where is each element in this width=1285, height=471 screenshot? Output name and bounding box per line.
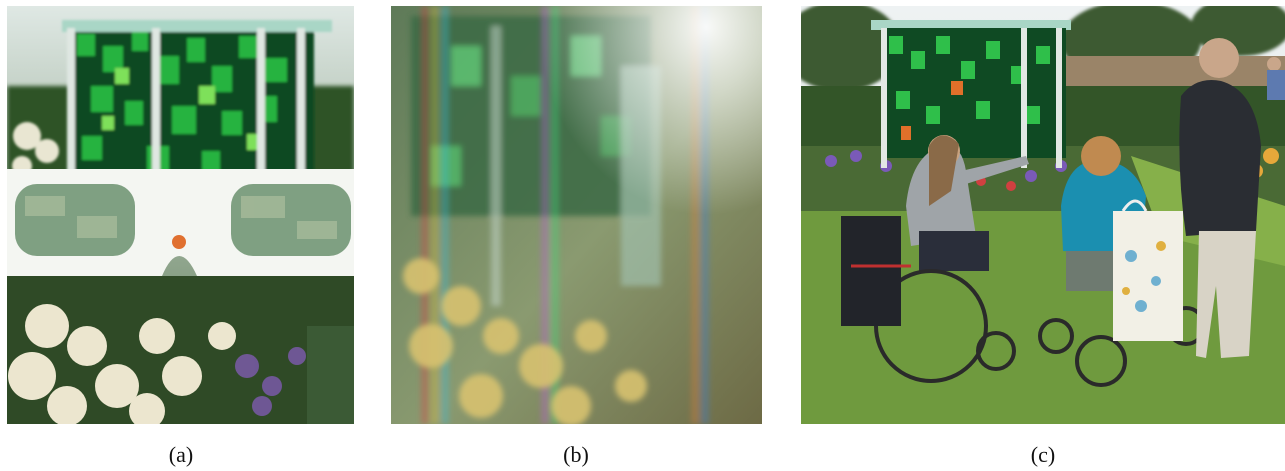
- wheelchair-visitors-icon: [801, 6, 1285, 424]
- panel-b-caption: (b): [563, 442, 589, 467]
- photo-panel-b: [391, 6, 762, 424]
- photo-panel-c: [801, 6, 1285, 424]
- panel-c-caption: (c): [1030, 442, 1056, 467]
- panel-a-caption: (a): [168, 442, 194, 467]
- blurred-garden-icon: [391, 6, 762, 424]
- paper-glasses-icon: [7, 6, 354, 424]
- photo-panel-a: [7, 6, 354, 424]
